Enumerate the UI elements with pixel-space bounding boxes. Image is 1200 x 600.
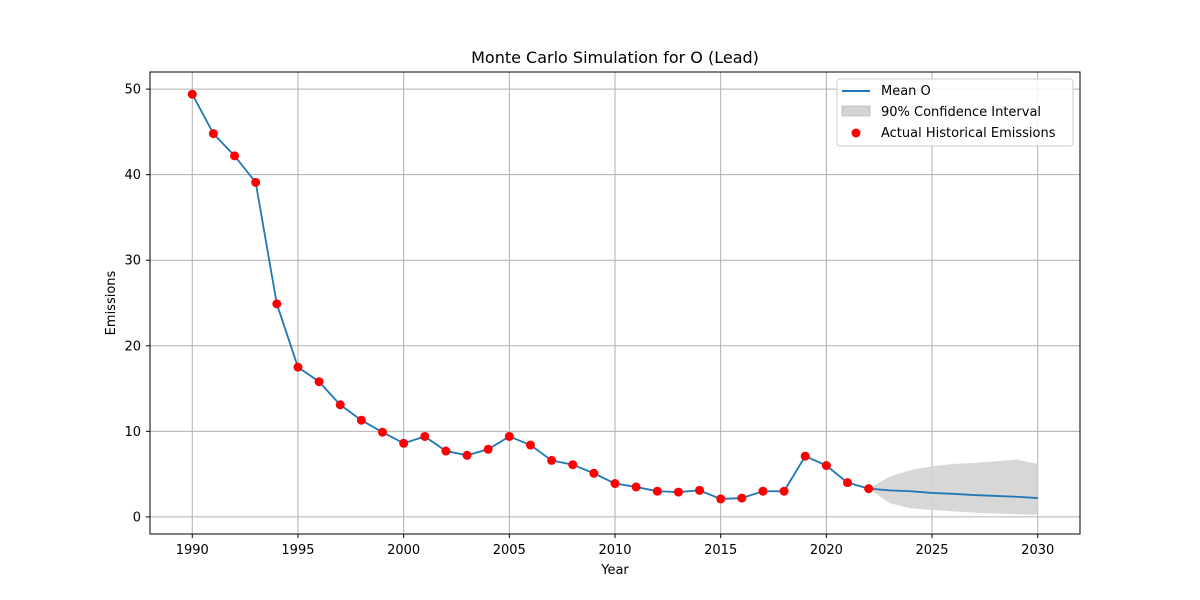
- confidence-band-area: [868, 459, 1038, 515]
- x-tick-label: 2010: [598, 543, 631, 558]
- legend-frame: [836, 78, 1074, 147]
- historical-point: [314, 377, 324, 387]
- historical-point: [251, 177, 261, 187]
- historical-point: [441, 446, 451, 456]
- historical-point: [187, 89, 197, 99]
- x-tick-label: 2030: [1021, 543, 1054, 558]
- historical-point: [356, 415, 366, 425]
- historical-point: [610, 479, 620, 489]
- historical-point: [631, 482, 641, 492]
- legend-historical-label: Actual Historical Emissions: [881, 126, 1056, 141]
- confidence-band: [868, 459, 1038, 515]
- historical-point: [399, 438, 409, 448]
- x-tick-label: 2000: [387, 543, 420, 558]
- historical-points: [187, 89, 874, 504]
- y-axis-label: Emissions: [104, 270, 119, 335]
- x-tick-label: 2015: [704, 543, 737, 558]
- x-tick-label: 2025: [915, 543, 948, 558]
- x-axis-label: Year: [600, 563, 629, 578]
- y-tick-label: 30: [124, 254, 141, 269]
- y-tick-label: 50: [124, 83, 141, 98]
- historical-point: [378, 427, 387, 437]
- y-axis-ticks: 0 10 20 30 40 50: [124, 83, 150, 525]
- historical-point: [673, 487, 683, 497]
- historical-point: [208, 129, 218, 139]
- legend-mean-label: Mean O: [881, 84, 931, 99]
- y-tick-label: 20: [124, 339, 141, 354]
- historical-point: [716, 494, 726, 504]
- historical-point: [462, 450, 472, 460]
- historical-point: [779, 486, 789, 496]
- historical-point: [547, 455, 557, 465]
- x-tick-label: 2020: [810, 543, 843, 558]
- historical-point: [695, 485, 705, 495]
- historical-point: [589, 468, 599, 478]
- legend: Mean O 90% Confidence Interval Actual Hi…: [836, 78, 1074, 147]
- historical-point: [864, 484, 874, 494]
- historical-point: [843, 478, 852, 488]
- x-tick-label: 1990: [176, 543, 209, 558]
- historical-point: [293, 362, 303, 372]
- historical-point: [272, 299, 282, 309]
- x-tick-label: 2005: [493, 543, 526, 558]
- x-tick-label: 1995: [281, 543, 314, 558]
- historical-point: [483, 444, 493, 454]
- historical-point: [525, 440, 535, 450]
- historical-point: [420, 431, 430, 441]
- historical-point: [568, 460, 578, 470]
- legend-band-swatch: [841, 105, 871, 117]
- historical-point: [800, 451, 810, 461]
- y-tick-label: 0: [133, 510, 141, 525]
- historical-point: [652, 486, 662, 496]
- legend-historical-swatch: [851, 128, 861, 138]
- chart-title: Monte Carlo Simulation for O (Lead): [471, 48, 759, 67]
- historical-point: [737, 493, 747, 503]
- historical-point: [230, 151, 240, 161]
- historical-point: [758, 486, 768, 496]
- y-tick-label: 10: [124, 425, 141, 440]
- x-axis-ticks: 1990 1995 2000 2005 2010 2015 2020 2025 2030: [176, 534, 1054, 558]
- historical-point: [504, 431, 514, 441]
- historical-point: [335, 400, 345, 410]
- y-tick-label: 40: [124, 168, 141, 183]
- grid: [150, 72, 1080, 534]
- legend-band-label: 90% Confidence Interval: [881, 105, 1041, 120]
- historical-point: [821, 461, 831, 471]
